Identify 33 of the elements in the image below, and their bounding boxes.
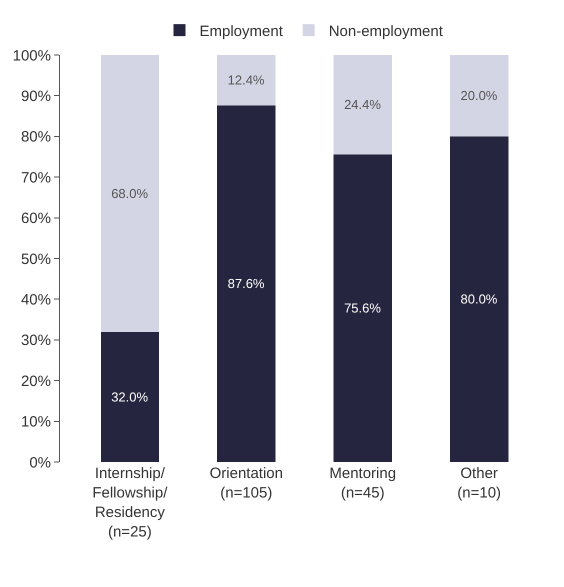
y-tick-label: 80% — [20, 128, 51, 146]
y-tick-label: 50% — [20, 250, 51, 268]
bar — [100, 55, 159, 332]
y-tick-label: 100% — [12, 47, 51, 64]
bar — [217, 55, 276, 106]
bar — [100, 332, 159, 462]
y-tick-label: 90% — [20, 88, 51, 105]
data-label: 12.4% — [228, 72, 265, 88]
y-tick-label: 70% — [20, 169, 51, 186]
data-label: 68.0% — [111, 186, 149, 201]
y-tick-label: 60% — [20, 210, 51, 228]
bar — [450, 55, 508, 136]
x-tick-label: Mentoring (n=45) — [329, 465, 396, 502]
data-label: 20.0% — [460, 88, 498, 104]
legend-label: Employment — [200, 22, 284, 40]
bar — [217, 105, 276, 462]
data-label: 24.4% — [344, 97, 382, 112]
y-tick-label: 20% — [20, 372, 51, 390]
bar — [334, 154, 392, 462]
y-tick-label: 10% — [20, 414, 51, 431]
y-tick-label: 0% — [29, 454, 51, 472]
bar — [450, 136, 508, 462]
data-label: 32.0% — [111, 389, 149, 404]
legend-label: Non-employment — [328, 22, 444, 40]
x-tick-label: Orientation (n=105) — [210, 465, 283, 502]
x-tick-label: Other (n=10) — [457, 465, 502, 502]
y-tick-label: 30% — [20, 332, 51, 350]
data-label: 75.6% — [344, 300, 382, 316]
bar — [334, 55, 392, 154]
x-tick-label: Internship/ Fellowship/ Residency (n=25) — [92, 465, 168, 540]
data-label: 80.0% — [460, 292, 498, 307]
y-tick-label: 40% — [20, 291, 51, 308]
data-label: 87.6% — [228, 276, 265, 292]
